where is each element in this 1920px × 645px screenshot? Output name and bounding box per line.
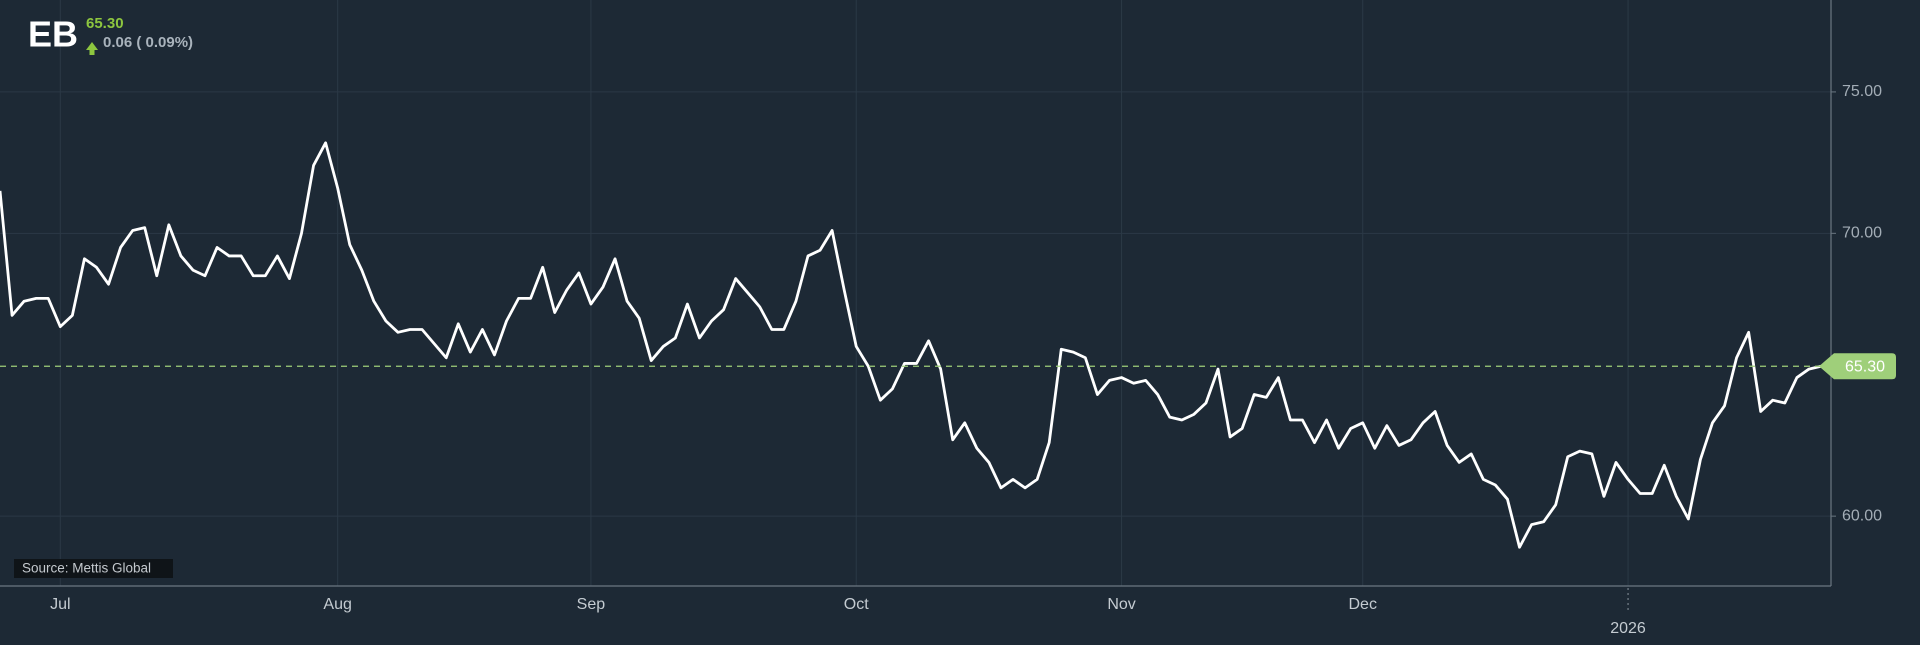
change: 0.06 ( 0.09%) xyxy=(103,34,193,51)
grid xyxy=(0,0,1831,586)
x-tick-label: 2026 xyxy=(1610,620,1646,637)
price: 65.30 xyxy=(86,15,124,32)
plot xyxy=(0,141,1831,549)
price-badge xyxy=(1819,353,1896,380)
x-tick-label: Aug xyxy=(323,596,351,613)
price-line xyxy=(0,141,1822,549)
x-tick-label: Sep xyxy=(577,596,606,613)
x-tick-label: Dec xyxy=(1349,596,1377,613)
y-tick-label: 70.00 xyxy=(1842,225,1882,242)
x-tick-label: Oct xyxy=(844,596,869,613)
source: Source: Mettis Global xyxy=(22,561,151,576)
x-tick-label: Nov xyxy=(1107,596,1135,613)
price-badge-label: 65.30 xyxy=(1845,358,1885,375)
source-box xyxy=(14,559,173,578)
x-tick-label: Jul xyxy=(50,596,70,613)
y-tick-label: 75.00 xyxy=(1842,83,1882,100)
up-arrow xyxy=(86,42,98,55)
symbol: EB xyxy=(28,14,78,55)
y-tick-label: 60.00 xyxy=(1842,507,1882,524)
